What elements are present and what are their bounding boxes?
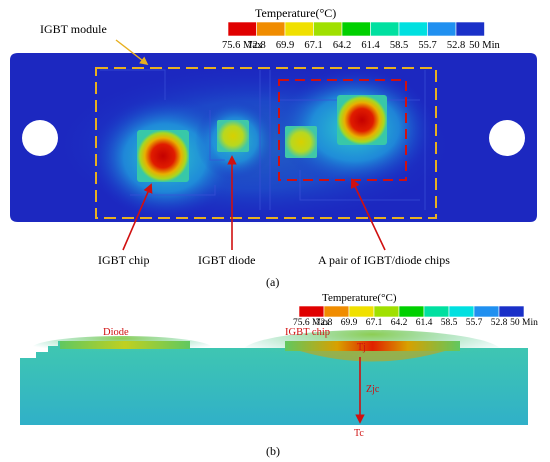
scale-tick-label: 67.1 [304, 40, 322, 51]
scale-tick-label: 61.4 [416, 318, 433, 328]
label-igbt-module: IGBT module [40, 22, 107, 36]
arrow-module [115, 39, 149, 66]
scale-tick-label: 72.8 [247, 40, 265, 51]
diode-layer [60, 341, 190, 349]
mount-hole-right [489, 120, 525, 156]
igbt-diode-left [217, 120, 249, 152]
mount-hole-left [22, 120, 58, 156]
scale-swatch [455, 21, 485, 37]
scale-title-bottom: Temperature(°C) [322, 292, 397, 304]
scale-tick-label: 69.9 [276, 40, 294, 51]
scale-tick-label: 50 Min [469, 40, 500, 51]
scale-tick-label: 61.4 [361, 40, 380, 51]
label-igbt-chip: IGBT chip [98, 253, 149, 267]
label-igbt-chip-b: IGBT chip [285, 327, 330, 338]
igbt-chip-left [137, 130, 189, 182]
chip-layer [285, 341, 460, 351]
scale-swatch [448, 305, 475, 318]
scale-swatch [323, 305, 350, 318]
caption-b: (b) [266, 444, 280, 458]
scale-tick-label: 58.5 [441, 318, 458, 328]
scale-tick-label: 58.5 [390, 40, 408, 51]
label-diode: Diode [103, 327, 129, 338]
panel-b: Diode IGBT chip Tj Zjc Tc (b) [20, 327, 528, 458]
label-zjc: Zjc [366, 384, 380, 395]
scale-tick-label: 75.6 Max [293, 318, 330, 328]
scale-tick-label: 75.6 Max [222, 40, 263, 51]
scale-swatch [227, 21, 257, 37]
label-tj: Tj [357, 342, 366, 353]
scale-swatch [313, 21, 343, 37]
scale-title-top: Temperature(°C) [255, 6, 336, 20]
chip-hot-zone [300, 351, 445, 362]
caption-a: (a) [266, 275, 279, 289]
scale-swatch [341, 21, 371, 37]
scale-swatch [427, 21, 457, 37]
scale-tick-label: 67.1 [366, 318, 383, 328]
scale-tick-label: 72.8 [316, 318, 333, 328]
panel-a: IGBT module IGBT chip IGBT diode A pair … [10, 22, 537, 289]
module-outline-box [95, 67, 437, 219]
scale-tick-label: 52.8 [491, 318, 508, 328]
arrow-chip [122, 183, 153, 251]
scale-swatch [370, 21, 400, 37]
chip-pair-outline-box [278, 79, 407, 181]
scale-swatch [473, 305, 500, 318]
igbt-diode-right [285, 126, 317, 158]
scale-tick-label: 50 Min [510, 318, 538, 328]
scale-tick-label: 64.2 [391, 318, 408, 328]
scale-swatch [398, 305, 425, 318]
label-chip-pair: A pair of IGBT/diode chips [318, 253, 450, 267]
scale-tick-label: 55.7 [418, 40, 436, 51]
scale-tick-label: 55.7 [466, 318, 483, 328]
scale-swatch [348, 305, 375, 318]
scale-swatch [398, 21, 428, 37]
scale-tick-label: 69.9 [341, 318, 358, 328]
arrow-pair [350, 178, 386, 251]
scale-swatch [373, 305, 400, 318]
scale-swatch [423, 305, 450, 318]
scale-swatch [298, 305, 325, 318]
label-igbt-diode: IGBT diode [198, 253, 255, 267]
scale-tick-label: 52.8 [447, 40, 465, 51]
scale-swatch [256, 21, 286, 37]
scale-swatch [284, 21, 314, 37]
label-tc: Tc [354, 428, 364, 439]
scale-swatch [498, 305, 525, 318]
scale-tick-label: 64.2 [333, 40, 351, 51]
igbt-chip-right [337, 95, 387, 145]
